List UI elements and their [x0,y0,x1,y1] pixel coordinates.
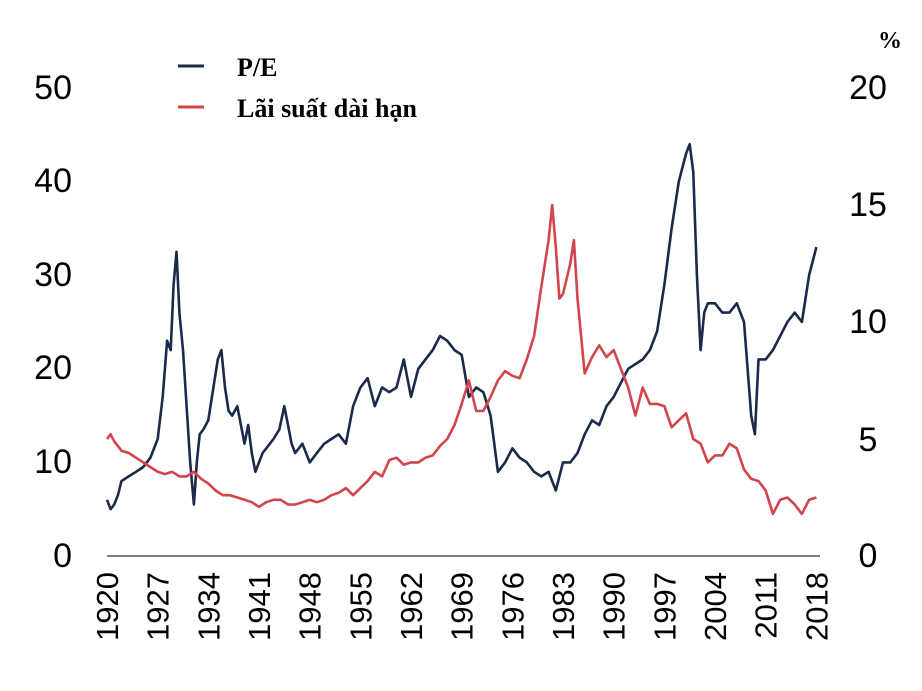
left-tick-label: 40 [34,162,72,200]
right-tick-label: 0 [859,537,878,575]
x-axis-ticks: 1920 1927 1934 1941 1948 1955 1962 1969 1976 1983… [90,572,834,641]
x-tick-label: 2004 [698,572,733,641]
left-tick-label: 20 [34,349,72,387]
x-tick-label: 1934 [191,572,226,641]
left-tick-label: 30 [34,256,72,294]
legend-label-rate: Lãi suất dài hạn [237,94,417,123]
x-tick-label: 1927 [141,572,176,641]
rate-series-line [105,203,817,516]
x-tick-label: 1955 [343,572,378,641]
x-tick-label: 1983 [546,572,581,641]
x-tick-label: 1969 [445,572,480,641]
right-tick-label: 10 [849,303,887,341]
right-tick-label: 5 [859,421,878,459]
x-tick-label: 1941 [242,572,277,641]
x-tick-label: 2018 [799,572,834,641]
left-tick-label: 10 [34,443,72,481]
x-tick-label: 1948 [293,572,328,641]
right-axis-ticks: 0 5 10 15 20 % [849,28,902,575]
x-tick-label: 1976 [495,572,530,641]
left-tick-label: 0 [53,537,72,575]
pe-series-line [105,142,818,511]
x-tick-label: 1997 [647,572,682,641]
left-axis-ticks: 0 10 20 30 40 50 [34,69,72,575]
x-tick-label: 1990 [597,572,632,641]
left-tick-label: 50 [34,69,72,107]
x-tick-label: 2011 [749,572,784,639]
x-tick-label: 1920 [90,572,125,641]
legend-label-pe: P/E [237,53,277,82]
right-tick-label: 20 [849,69,887,107]
x-tick-label: 1962 [394,572,429,641]
right-tick-label: 15 [849,186,887,224]
legend: P/E Lãi suất dài hạn [178,53,417,123]
right-axis-unit: % [878,28,902,54]
